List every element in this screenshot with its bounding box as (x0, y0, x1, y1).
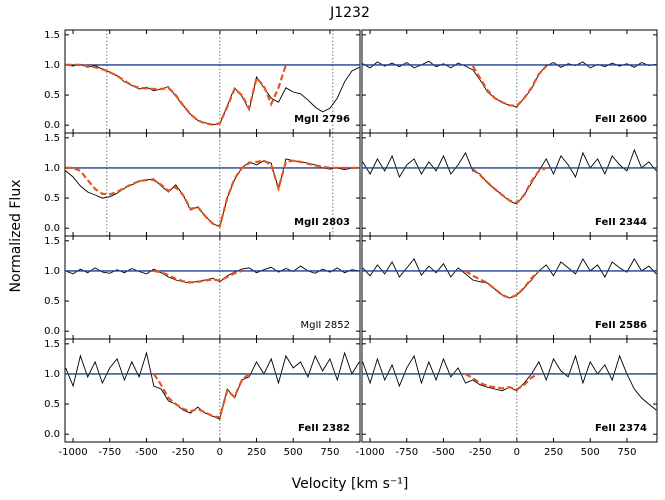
y-tick-label: 0.0 (44, 326, 60, 337)
y-tick-label: 0.5 (44, 399, 60, 410)
flux-line (362, 60, 657, 108)
x-axis-label: Velocity [km s⁻¹] (292, 476, 409, 492)
panel-label: MgII 2852 (300, 320, 350, 331)
model-line (153, 269, 243, 284)
x-tick-label: 750 (320, 447, 339, 458)
y-tick-label: 1.0 (44, 163, 60, 174)
y-tick-label: 0.0 (44, 120, 60, 131)
flux-line (362, 148, 657, 205)
model-line (471, 65, 548, 108)
x-tick-label: 500 (284, 447, 303, 458)
panel-label: FeII 2600 (595, 114, 647, 125)
model-line (152, 373, 250, 419)
y-axis-label: Normalized Flux (8, 180, 24, 293)
model-line (464, 269, 540, 300)
x-tick-label: -500 (135, 447, 158, 458)
x-tick-label: 500 (581, 447, 600, 458)
panel-label: FeII 2344 (595, 217, 647, 228)
y-tick-label: 1.0 (44, 369, 60, 380)
x-tick-label: -500 (432, 447, 455, 458)
y-tick-label: 1.5 (44, 30, 60, 41)
x-tick-label: 0 (217, 447, 223, 458)
x-tick-label: 0 (514, 447, 520, 458)
panel-label: FeII 2382 (298, 423, 350, 434)
x-tick-label: -750 (98, 447, 121, 458)
panel-frame (64, 338, 361, 443)
flux-line (65, 265, 360, 284)
y-tick-label: 0.0 (44, 429, 60, 440)
panel-label: MgII 2803 (294, 217, 350, 228)
model-line (472, 166, 547, 205)
y-tick-label: 0.0 (44, 223, 60, 234)
x-tick-label: -250 (172, 447, 195, 458)
y-tick-label: 1.5 (44, 339, 60, 350)
y-tick-label: 0.5 (44, 90, 60, 101)
panel-label: FeII 2586 (595, 320, 647, 331)
y-tick-label: 1.0 (44, 266, 60, 277)
model-line (65, 159, 360, 228)
x-tick-label: -1000 (59, 447, 88, 458)
chart-title: J1232 (329, 5, 370, 21)
y-tick-label: 1.0 (44, 60, 60, 71)
y-tick-label: 1.5 (44, 236, 60, 247)
x-tick-label: 250 (247, 447, 266, 458)
panel-label: MgII 2796 (294, 114, 350, 125)
y-tick-label: 0.5 (44, 193, 60, 204)
x-tick-label: -250 (469, 447, 492, 458)
x-tick-label: 750 (617, 447, 636, 458)
x-tick-label: -1000 (356, 447, 385, 458)
model-line (464, 372, 540, 391)
model-line (65, 63, 287, 126)
flux-line (65, 351, 360, 420)
flux-line (362, 257, 657, 299)
y-tick-label: 0.5 (44, 296, 60, 307)
x-tick-label: 250 (544, 447, 563, 458)
y-tick-label: 1.5 (44, 133, 60, 144)
flux-line (362, 354, 657, 411)
x-tick-label: -750 (395, 447, 418, 458)
panel-frame (361, 338, 658, 443)
panel-label: FeII 2374 (595, 423, 647, 434)
